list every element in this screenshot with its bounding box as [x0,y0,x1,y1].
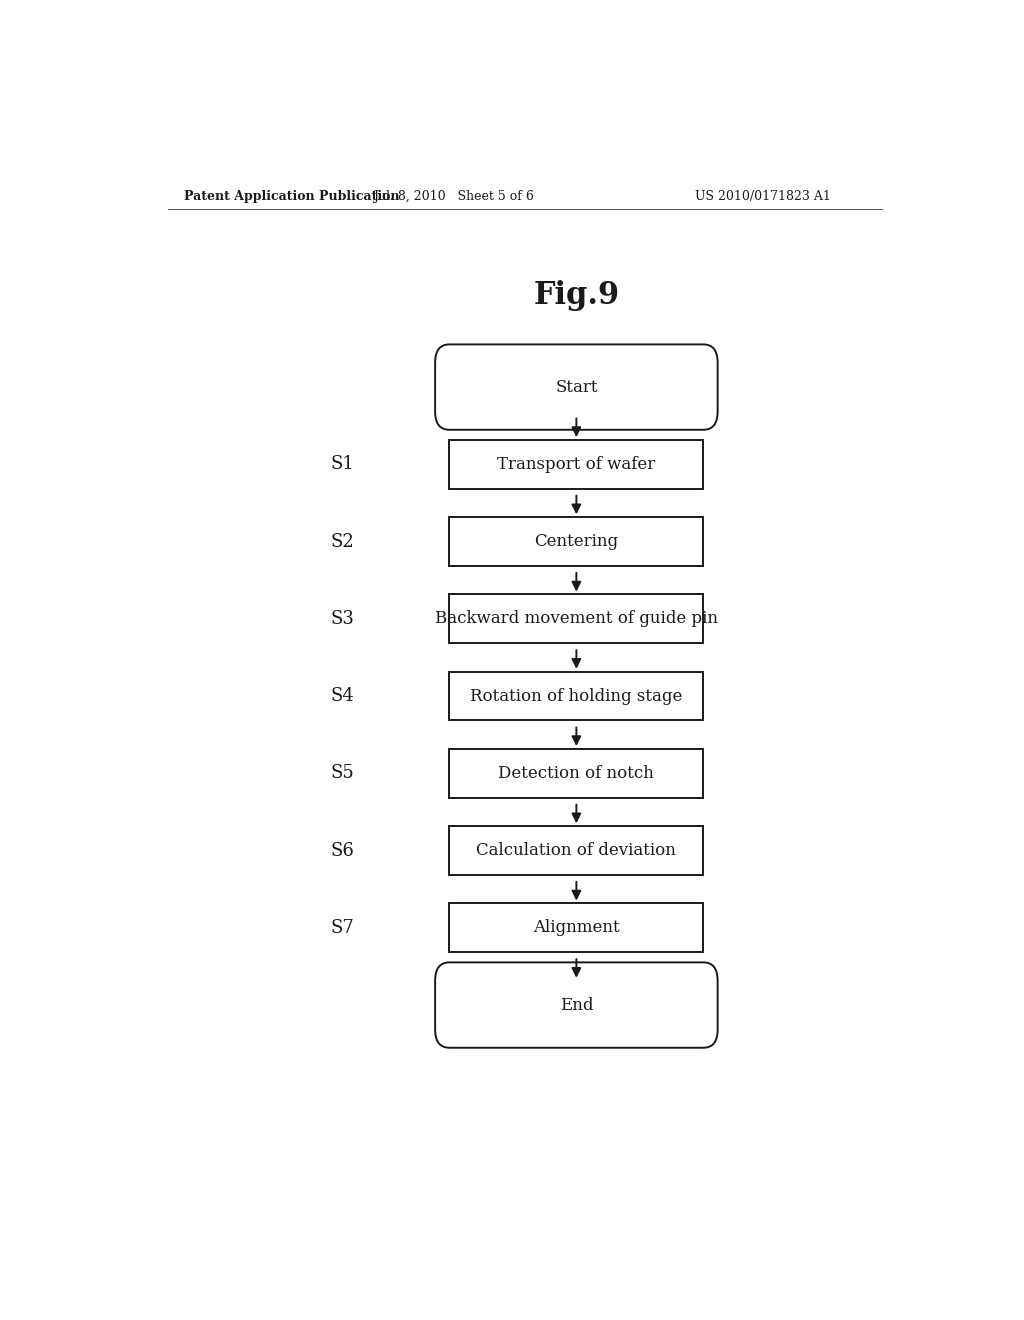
Text: S5: S5 [331,764,354,783]
Text: S1: S1 [331,455,354,474]
Text: Jul. 8, 2010   Sheet 5 of 6: Jul. 8, 2010 Sheet 5 of 6 [373,190,534,202]
Bar [450,672,703,721]
Text: Calculation of deviation: Calculation of deviation [476,842,676,859]
Text: Backward movement of guide pin: Backward movement of guide pin [435,610,718,627]
Text: S3: S3 [331,610,354,628]
Text: Alignment: Alignment [534,919,620,936]
Text: Patent Application Publication: Patent Application Publication [183,190,399,202]
Text: Transport of wafer: Transport of wafer [498,455,655,473]
FancyBboxPatch shape [435,345,718,430]
Bar [450,594,703,643]
Text: End: End [560,997,593,1014]
Text: S6: S6 [331,842,354,859]
Text: Centering: Centering [535,533,618,550]
Bar [450,903,703,952]
Text: Start: Start [555,379,598,396]
Bar [450,440,703,488]
Text: S4: S4 [331,688,354,705]
Bar [450,748,703,797]
FancyBboxPatch shape [435,962,718,1048]
Text: US 2010/0171823 A1: US 2010/0171823 A1 [695,190,830,202]
Text: S7: S7 [331,919,354,937]
Text: Rotation of holding stage: Rotation of holding stage [470,688,683,705]
Text: Detection of notch: Detection of notch [499,764,654,781]
Bar [450,826,703,875]
Text: Fig.9: Fig.9 [534,280,620,312]
Text: S2: S2 [331,532,354,550]
Bar [450,517,703,566]
